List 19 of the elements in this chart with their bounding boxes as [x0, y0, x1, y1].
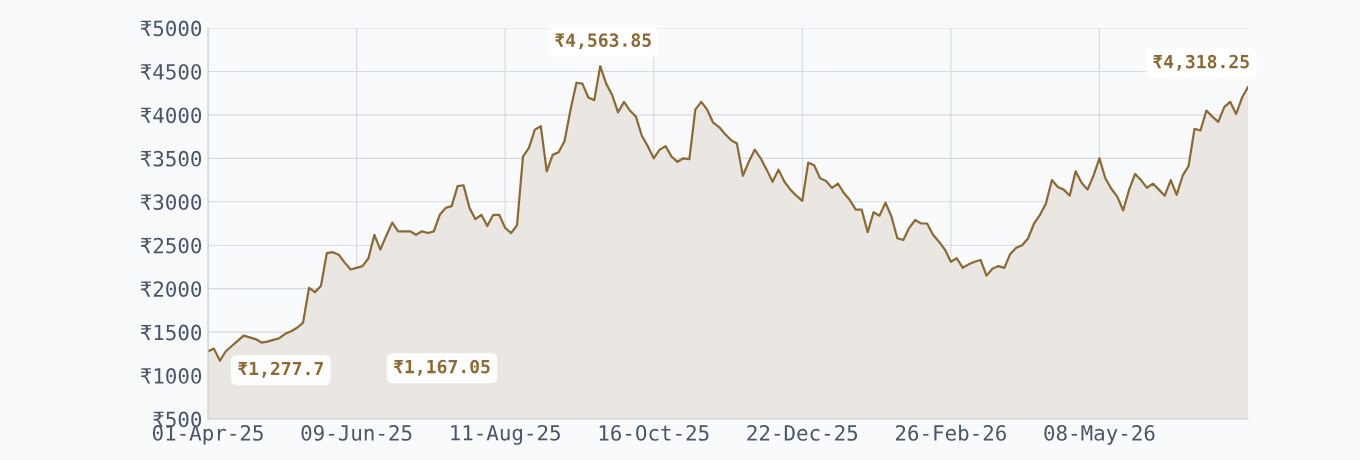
annotation: ₹4,563.85 — [555, 33, 651, 50]
y-tick-label: ₹4500 — [140, 63, 202, 80]
y-tick-label: ₹5000 — [140, 20, 202, 37]
y-tick-label: ₹2000 — [140, 281, 202, 297]
x-tick-label: 22-Dec-25 — [747, 425, 858, 441]
x-tick-label: 16-Oct-25 — [599, 425, 709, 441]
y-tick-label: ₹3000 — [140, 194, 202, 211]
y-tick-label: ₹2500 — [140, 237, 202, 254]
x-tick-label: 26-Feb-26 — [895, 424, 1006, 441]
x-tick-label: 08-May-26 — [1044, 425, 1155, 445]
x-tick-label: 11-Aug-25 — [451, 424, 560, 445]
annotation: ₹1,167.05 — [393, 359, 490, 376]
y-tick-label: ₹1000 — [140, 368, 202, 384]
y-tick-label: ₹3500 — [140, 150, 202, 167]
x-tick-label: 09-Jun-25 — [301, 425, 412, 441]
y-tick-label: ₹1500 — [140, 324, 202, 341]
annotation: ₹1,277.7 — [238, 361, 323, 378]
annotation: ₹4,318.25 — [1153, 54, 1249, 71]
y-tick-label: ₹4000 — [140, 107, 202, 124]
